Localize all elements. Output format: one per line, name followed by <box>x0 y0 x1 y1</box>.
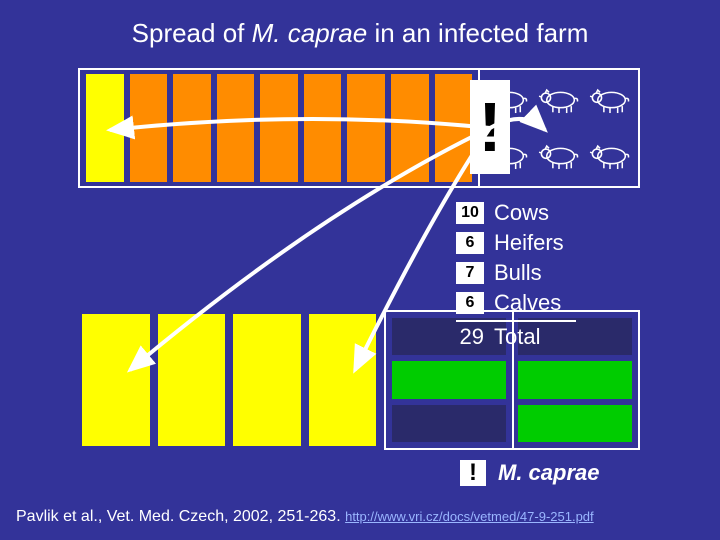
title-prefix: Spread of <box>132 18 252 48</box>
citation-text: Pavlik et al., Vet. Med. Czech, 2002, 25… <box>16 508 341 525</box>
bottom-stall <box>82 314 150 446</box>
citation-link[interactable]: http://www.vri.cz/docs/vetmed/47-9-251.p… <box>345 509 594 524</box>
top-stall <box>86 74 124 182</box>
summary-row: 7 Bulls <box>456 260 576 286</box>
bottom-stall <box>158 314 226 446</box>
title-suffix: in an infected farm <box>367 18 588 48</box>
top-stall <box>217 74 255 182</box>
top-stall <box>130 74 168 182</box>
pig-icon <box>587 142 633 170</box>
summary-table: 10 Cows 6 Heifers 7 Bulls 6 Calves 29 Total <box>456 200 576 354</box>
legend-label: M. caprae <box>498 460 600 486</box>
top-stall <box>304 74 342 182</box>
calves-cell <box>392 361 506 398</box>
summary-label: Cows <box>494 200 549 226</box>
bottom-left-stalls <box>78 310 384 450</box>
citation: Pavlik et al., Vet. Med. Czech, 2002, 25… <box>16 508 594 526</box>
pig-icon <box>587 86 633 114</box>
pig-icon <box>536 142 582 170</box>
summary-label: Heifers <box>494 230 564 256</box>
summary-total-row: 29 Total <box>456 324 576 350</box>
summary-row: 10 Cows <box>456 200 576 226</box>
summary-count: 6 <box>456 292 484 314</box>
summary-count: 7 <box>456 262 484 284</box>
pig-icon <box>536 86 582 114</box>
top-stall <box>391 74 429 182</box>
top-stall <box>347 74 385 182</box>
legend: ! M. caprae <box>460 460 600 486</box>
page-title: Spread of M. caprae in an infected farm <box>0 18 720 49</box>
bottom-stall <box>309 314 377 446</box>
summary-total-count: 29 <box>456 324 484 350</box>
infected-source-mark: ! <box>470 80 510 174</box>
summary-label: Calves <box>494 290 561 316</box>
summary-row: 6 Calves <box>456 290 576 316</box>
summary-total-label: Total <box>494 324 540 350</box>
calves-cell <box>518 361 632 398</box>
summary-count: 6 <box>456 232 484 254</box>
summary-divider <box>456 320 576 322</box>
summary-count: 10 <box>456 202 484 224</box>
bottom-stall <box>233 314 301 446</box>
top-stall <box>173 74 211 182</box>
title-species: M. caprae <box>252 18 368 48</box>
top-barn <box>78 68 640 188</box>
legend-mark: ! <box>460 460 486 486</box>
summary-row: 6 Heifers <box>456 230 576 256</box>
top-stall <box>435 74 473 182</box>
summary-label: Bulls <box>494 260 542 286</box>
calves-cell <box>518 405 632 442</box>
top-stall-row <box>80 70 478 186</box>
calves-cell <box>392 405 506 442</box>
top-stall <box>260 74 298 182</box>
